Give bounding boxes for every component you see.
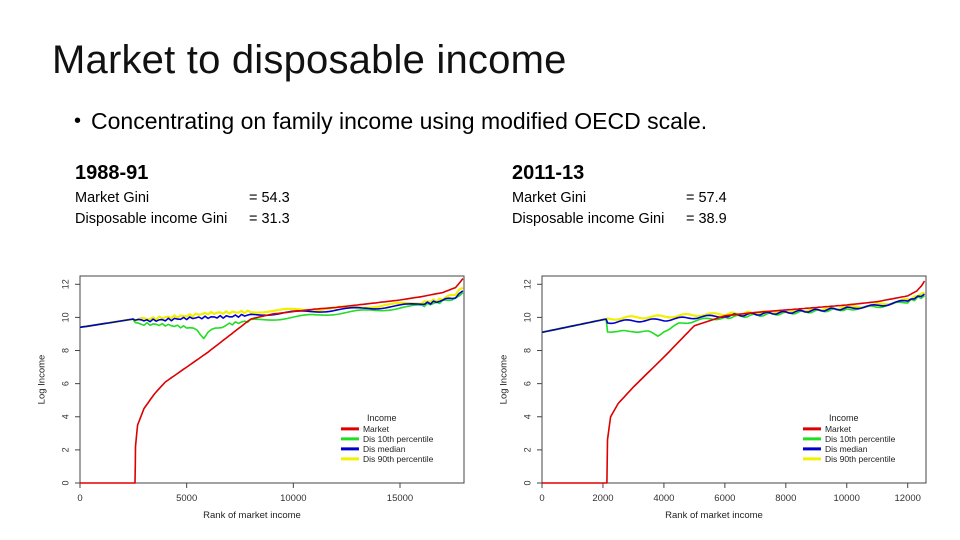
series-line-p10 bbox=[79, 292, 464, 340]
y-tick-label: 10 bbox=[60, 312, 70, 322]
x-tick-label: 15000 bbox=[387, 493, 413, 504]
legend-entry: Dis median bbox=[363, 444, 406, 454]
y-axis-label: Log Income bbox=[37, 355, 48, 405]
x-tick-label: 4000 bbox=[653, 493, 674, 504]
gini-stats-right: Market Gini = 57.4 Disposable income Gini… bbox=[512, 188, 727, 230]
x-axis-label: Rank of market income bbox=[665, 510, 763, 521]
bullet-item: • Concentrating on family income using m… bbox=[74, 108, 707, 135]
y-tick-label: 12 bbox=[60, 279, 70, 289]
legend-entry: Dis 90th percentile bbox=[363, 454, 434, 464]
y-tick-label: 6 bbox=[60, 381, 70, 386]
bullet-dot-icon: • bbox=[74, 110, 82, 132]
x-tick-label: 0 bbox=[539, 493, 544, 504]
y-tick-label: 2 bbox=[522, 447, 532, 452]
y-tick-label: 8 bbox=[60, 348, 70, 353]
period-heading-left: 1988-91 bbox=[75, 162, 149, 184]
x-tick-label: 12000 bbox=[895, 493, 921, 504]
legend-title: Income bbox=[829, 413, 859, 423]
legend-entry: Market bbox=[825, 424, 852, 434]
market-gini-label: Market Gini bbox=[75, 190, 150, 206]
series-line-market bbox=[542, 280, 926, 484]
y-tick-label: 0 bbox=[522, 480, 532, 485]
x-axis-label: Rank of market income bbox=[203, 510, 301, 521]
legend-entry: Dis 10th percentile bbox=[825, 434, 896, 444]
x-tick-label: 8000 bbox=[775, 493, 796, 504]
x-tick-label: 0 bbox=[77, 493, 82, 504]
legend-entry: Dis 10th percentile bbox=[363, 434, 434, 444]
x-tick-label: 10000 bbox=[280, 493, 306, 504]
x-tick-label: 10000 bbox=[834, 493, 860, 504]
y-axis-label: Log Income bbox=[499, 355, 510, 405]
y-tick-label: 8 bbox=[522, 348, 532, 353]
legend-title: Income bbox=[367, 413, 397, 423]
chart-1988-91: 0 2 4 6 8 10 12 Log Income 0 5000 10000 15000 Rank o… bbox=[37, 275, 465, 521]
x-tick-label: 2000 bbox=[592, 493, 613, 504]
disposable-gini-value: = 31.3 bbox=[249, 211, 290, 227]
y-tick-label: 2 bbox=[60, 447, 70, 452]
chart-2011-13: 0 2 4 6 8 10 12 Log Income 0 2000 4000 6000 8000 1000… bbox=[499, 275, 927, 521]
legend-entry: Dis median bbox=[825, 444, 868, 454]
disposable-gini-label: Disposable income Gini bbox=[512, 211, 665, 227]
plot-frame bbox=[541, 275, 927, 484]
y-tick-label: 6 bbox=[522, 381, 532, 386]
series-line-market bbox=[80, 278, 464, 484]
disposable-gini-value: = 38.9 bbox=[686, 211, 727, 227]
disposable-gini-label: Disposable income Gini bbox=[75, 211, 228, 227]
y-tick-label: 12 bbox=[522, 279, 532, 289]
y-tick-label: 10 bbox=[522, 312, 532, 322]
market-gini-value: = 57.4 bbox=[686, 190, 727, 206]
slide-title: Market to disposable income bbox=[52, 38, 567, 82]
gini-stats-left: Market Gini = 54.3 Disposable income Gini… bbox=[75, 188, 290, 230]
x-tick-label: 5000 bbox=[176, 493, 197, 504]
y-tick-label: 4 bbox=[522, 414, 532, 419]
y-tick-label: 4 bbox=[60, 414, 70, 419]
legend-entry: Dis 90th percentile bbox=[825, 454, 896, 464]
bullet-text: Concentrating on family income using mod… bbox=[91, 108, 708, 134]
period-heading-right: 2011-13 bbox=[512, 162, 585, 184]
x-tick-label: 6000 bbox=[714, 493, 735, 504]
market-gini-value: = 54.3 bbox=[249, 190, 290, 206]
market-gini-label: Market Gini bbox=[512, 190, 587, 206]
y-tick-label: 0 bbox=[60, 480, 70, 485]
legend-entry: Market bbox=[363, 424, 390, 434]
